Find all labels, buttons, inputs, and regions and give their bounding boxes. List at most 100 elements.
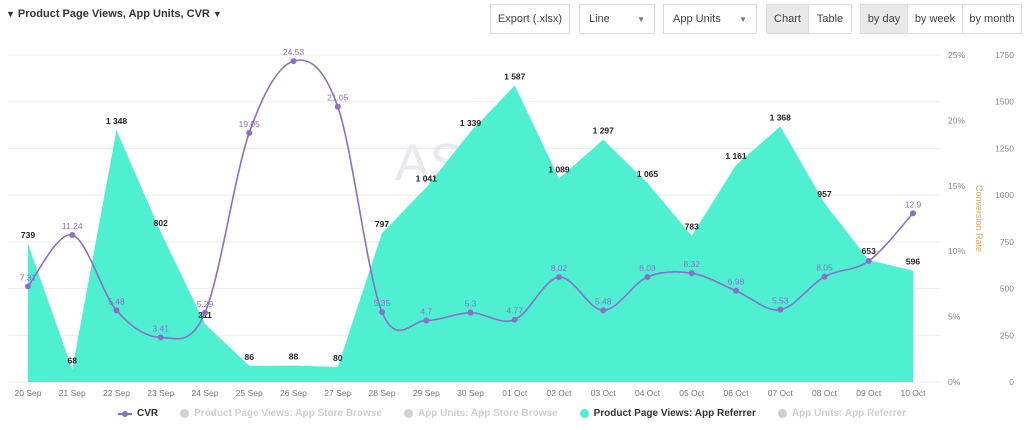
x-tick-label: 04 Oct xyxy=(635,388,661,398)
by-month-label: by month xyxy=(969,13,1015,25)
area-data-label: 1 089 xyxy=(548,165,570,175)
area-data-label: 797 xyxy=(375,219,389,229)
view-chart-label: Chart xyxy=(774,13,801,25)
x-tick-label: 06 Oct xyxy=(723,388,749,398)
area-data-label: 86 xyxy=(245,352,255,362)
chevron-down-icon: ▼ xyxy=(739,14,747,24)
cvr-data-label: 5.53 xyxy=(772,296,789,306)
legend-point-icon xyxy=(122,410,129,417)
x-tick-label: 09 Oct xyxy=(856,388,882,398)
export-button[interactable]: Export (.xlsx) xyxy=(490,4,570,34)
metric-select[interactable]: App Units ▼ xyxy=(663,4,757,34)
chevron-down-icon: ▼ xyxy=(637,14,645,24)
area-data-label: 1 297 xyxy=(593,126,615,136)
legend-label: App Units: App Referrer xyxy=(791,408,906,419)
x-tick-label: 22 Sep xyxy=(103,388,130,398)
area-data-label: 88 xyxy=(289,352,299,362)
right-axis-tick-label: 1500 xyxy=(995,97,1014,107)
legend-line-icon xyxy=(118,410,133,417)
chart-type-select[interactable]: Line ▼ xyxy=(579,4,655,34)
cvr-data-label: 8.05 xyxy=(816,263,833,273)
x-tick-label: 27 Sep xyxy=(324,388,351,398)
x-tick-label: 05 Oct xyxy=(679,388,705,398)
legend-dot-icon xyxy=(403,409,413,418)
legend-dot-icon xyxy=(180,409,190,418)
x-tick-label: 21 Sep xyxy=(59,388,86,398)
x-tick-label: 08 Oct xyxy=(812,388,838,398)
legend-item[interactable]: App Units: App Referrer xyxy=(777,408,906,419)
area-data-label: 80 xyxy=(333,353,343,363)
right-axis-tick-label: 250 xyxy=(1000,330,1014,340)
cvr-data-label: 8.02 xyxy=(551,263,568,273)
cvr-data-label: 4.7 xyxy=(420,307,432,317)
right-axis-tick-label: 1000 xyxy=(995,190,1014,200)
cvr-data-label: 5.3 xyxy=(465,299,477,309)
cvr-data-label: 8.03 xyxy=(639,263,656,273)
left-axis-tick-label: 25% xyxy=(948,50,965,60)
by-month-button[interactable]: by month xyxy=(962,4,1022,34)
area-data-label: 1 348 xyxy=(106,116,128,126)
cvr-point xyxy=(688,270,695,277)
chart-title: Product Page Views, App Units, CVR xyxy=(17,8,210,20)
by-week-button[interactable]: by week xyxy=(907,4,963,34)
view-table-button[interactable]: Table xyxy=(808,4,852,34)
area-data-label: 1 161 xyxy=(725,151,747,161)
cvr-data-label: 8.32 xyxy=(683,259,700,269)
x-tick-label: 28 Sep xyxy=(369,388,396,398)
cvr-point xyxy=(157,334,164,341)
chart-title-dropdown[interactable]: ▼ Product Page Views, App Units, CVR ▼ xyxy=(6,8,222,20)
cvr-point xyxy=(25,283,31,290)
right-axis-tick-label: 1250 xyxy=(995,143,1014,153)
legend-dot-icon xyxy=(777,409,787,418)
x-tick-label: 26 Sep xyxy=(280,388,307,398)
x-tick-label: 20 Sep xyxy=(15,388,42,398)
cvr-point xyxy=(379,309,385,316)
area-data-label: 783 xyxy=(685,222,699,232)
left-axis-tick-label: 20% xyxy=(948,115,965,125)
area-data-label: 739 xyxy=(21,230,35,240)
cvr-data-label: 5.48 xyxy=(108,296,125,306)
cvr-point xyxy=(69,231,76,238)
area-data-label: 802 xyxy=(154,218,168,228)
by-day-label: by day xyxy=(867,13,901,25)
right-axis-tick-label: 1750 xyxy=(995,50,1014,60)
area-data-label: 1 587 xyxy=(504,71,526,81)
filter-icon: ▼ xyxy=(6,9,15,19)
x-tick-label: 29 Sep xyxy=(413,388,440,398)
legend-item[interactable]: CVR xyxy=(118,408,158,419)
right-axis-tick-label: 500 xyxy=(1000,284,1014,294)
x-tick-label: 01 Oct xyxy=(502,388,528,398)
area-data-label: 1 368 xyxy=(770,112,792,122)
cvr-data-label: 5.35 xyxy=(374,298,391,308)
legend-item[interactable]: App Units: App Store Browse xyxy=(403,408,558,419)
x-tick-label: 30 Sep xyxy=(457,388,484,398)
legend-dot-icon xyxy=(579,409,589,418)
legend-label: App Units: App Store Browse xyxy=(417,408,558,419)
left-axis-tick-label: 10% xyxy=(948,246,965,256)
cvr-data-label: 21.05 xyxy=(327,93,349,103)
area-data-label: 1 041 xyxy=(416,173,438,183)
export-label: Export (.xlsx) xyxy=(497,13,563,25)
cvr-data-label: 4.77 xyxy=(506,306,523,316)
x-tick-label: 10 Oct xyxy=(900,388,926,398)
view-table-label: Table xyxy=(816,13,844,25)
left-axis-tick-label: 0% xyxy=(948,377,961,387)
cvr-point xyxy=(113,307,120,314)
right-axis-title: Conversion Rate xyxy=(974,185,984,252)
legend-label: Product Page Views: App Referrer xyxy=(593,408,756,419)
legend-item[interactable]: Product Page Views: App Store Browse xyxy=(180,408,382,419)
cvr-data-label: 11.24 xyxy=(62,221,83,231)
x-tick-label: 07 Oct xyxy=(768,388,794,398)
right-axis-tick-label: 0 xyxy=(1009,377,1014,387)
by-day-button[interactable]: by day xyxy=(860,4,908,34)
legend: CVR Product Page Views: App Store Browse A… xyxy=(0,408,1024,419)
x-tick-label: 02 Oct xyxy=(546,388,572,398)
cvr-point xyxy=(865,258,872,265)
area-data-label: 596 xyxy=(906,257,920,267)
cvr-data-label: 5.48 xyxy=(595,296,612,306)
cvr-point xyxy=(246,129,253,136)
chart-type-value: Line xyxy=(589,13,610,25)
legend-item[interactable]: Product Page Views: App Referrer xyxy=(579,408,756,419)
right-axis-tick-label: 750 xyxy=(1000,237,1014,247)
area-data-label: 653 xyxy=(862,246,876,256)
